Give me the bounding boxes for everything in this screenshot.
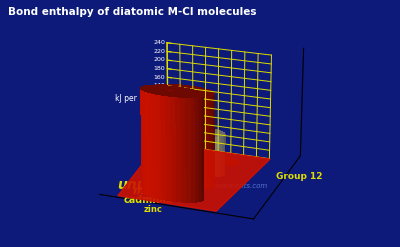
Text: Bond enthalpy of diatomic M-Cl molecules: Bond enthalpy of diatomic M-Cl molecules xyxy=(8,7,256,17)
